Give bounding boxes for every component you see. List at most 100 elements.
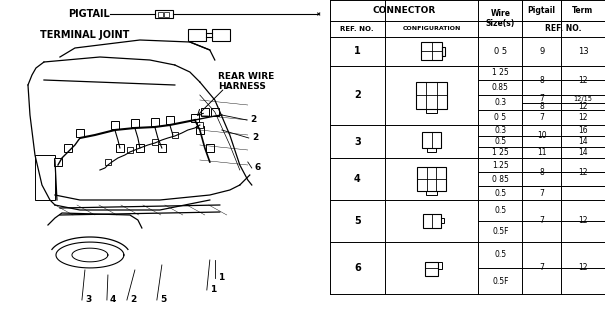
Text: CONFIGURATION: CONFIGURATION — [402, 26, 461, 31]
Text: 16: 16 — [578, 126, 588, 135]
Text: PIGTAIL: PIGTAIL — [68, 9, 110, 19]
Text: 1.25: 1.25 — [492, 161, 509, 170]
Bar — [164, 12, 169, 17]
Text: 0.5F: 0.5F — [492, 277, 509, 286]
Text: 1: 1 — [218, 274, 224, 283]
Bar — [191, 114, 199, 122]
Bar — [421, 42, 442, 60]
Text: 0.5F: 0.5F — [492, 227, 509, 236]
Bar — [201, 108, 209, 116]
Text: 2: 2 — [250, 116, 256, 124]
Text: REF. NO.: REF. NO. — [341, 26, 374, 32]
Text: 7: 7 — [539, 263, 544, 273]
Text: 11: 11 — [537, 148, 546, 157]
Text: 12: 12 — [578, 216, 587, 225]
Bar — [54, 158, 62, 166]
Text: 8: 8 — [539, 76, 544, 85]
Bar — [426, 191, 437, 195]
Text: 1: 1 — [210, 285, 216, 294]
Text: 6: 6 — [354, 263, 361, 273]
Text: 10: 10 — [537, 132, 546, 140]
Bar — [197, 122, 203, 128]
Bar — [151, 118, 159, 126]
Text: REF. NO.: REF. NO. — [546, 24, 582, 33]
Text: 3: 3 — [85, 295, 91, 305]
Bar — [111, 121, 119, 129]
Text: 0.85: 0.85 — [492, 83, 509, 92]
Text: 7: 7 — [539, 113, 544, 122]
Text: 0.5: 0.5 — [494, 188, 506, 197]
Bar — [64, 144, 72, 152]
Bar — [425, 262, 439, 276]
Text: 8: 8 — [539, 102, 544, 111]
Text: 0.5: 0.5 — [494, 137, 506, 146]
Bar — [158, 144, 166, 152]
Text: 7: 7 — [539, 188, 544, 197]
Bar — [131, 119, 139, 127]
Text: 12: 12 — [578, 76, 587, 85]
Bar — [417, 167, 446, 191]
Bar — [423, 213, 440, 228]
Text: Term: Term — [572, 6, 594, 15]
Text: 7: 7 — [539, 216, 544, 225]
Text: 12/15: 12/15 — [574, 96, 592, 102]
Bar — [155, 10, 173, 18]
Bar — [35, 155, 55, 200]
Text: 4: 4 — [110, 295, 116, 305]
Bar — [105, 159, 111, 165]
Text: 0 5: 0 5 — [494, 47, 507, 56]
Bar — [440, 218, 444, 223]
Text: 2: 2 — [354, 90, 361, 100]
Bar — [428, 148, 436, 152]
Bar — [211, 108, 219, 116]
Text: 8: 8 — [539, 168, 544, 177]
Text: 12: 12 — [578, 102, 587, 111]
Bar — [422, 132, 441, 148]
Bar — [116, 144, 124, 152]
Text: 6: 6 — [255, 164, 261, 172]
Bar — [158, 12, 163, 17]
Bar — [127, 147, 133, 153]
Text: 5: 5 — [354, 216, 361, 226]
Bar — [416, 82, 448, 109]
Bar — [206, 144, 214, 152]
Text: 2: 2 — [130, 295, 136, 305]
Text: TERMINAL JOINT: TERMINAL JOINT — [40, 30, 129, 40]
Text: 13: 13 — [578, 47, 588, 56]
Text: 1 25: 1 25 — [492, 148, 509, 157]
Bar — [172, 132, 178, 138]
Bar — [426, 109, 437, 113]
Bar — [136, 144, 144, 152]
Text: 12: 12 — [578, 263, 587, 273]
Bar — [439, 262, 442, 269]
Text: 0.3: 0.3 — [494, 126, 506, 135]
Text: Wire
Size(s): Wire Size(s) — [486, 9, 515, 28]
Text: 14: 14 — [578, 137, 588, 146]
Bar — [76, 129, 84, 137]
Bar — [442, 47, 445, 56]
Text: 4: 4 — [354, 174, 361, 184]
Text: 0.5: 0.5 — [494, 250, 506, 259]
Text: Pigtail: Pigtail — [528, 6, 555, 15]
Text: 0 5: 0 5 — [494, 113, 506, 122]
Text: 3: 3 — [354, 137, 361, 147]
Text: 1 25: 1 25 — [492, 68, 509, 77]
Text: 2: 2 — [252, 133, 258, 142]
Text: 5: 5 — [160, 295, 166, 305]
Text: 14: 14 — [578, 148, 588, 157]
Text: 12: 12 — [578, 113, 587, 122]
Text: 0.5: 0.5 — [494, 206, 506, 215]
Text: REAR WIRE
HARNESS: REAR WIRE HARNESS — [218, 72, 274, 92]
Bar — [152, 139, 158, 145]
Text: 0.3: 0.3 — [494, 98, 506, 107]
Bar — [212, 29, 230, 41]
Text: 7: 7 — [539, 94, 544, 103]
Bar — [196, 126, 204, 134]
Text: CONNECTOR: CONNECTOR — [373, 6, 436, 15]
Text: 1: 1 — [354, 46, 361, 56]
Text: 12: 12 — [578, 168, 587, 177]
Bar — [188, 29, 206, 41]
Bar — [166, 116, 174, 124]
Text: 9: 9 — [539, 47, 545, 56]
Text: 0 85: 0 85 — [492, 175, 509, 184]
